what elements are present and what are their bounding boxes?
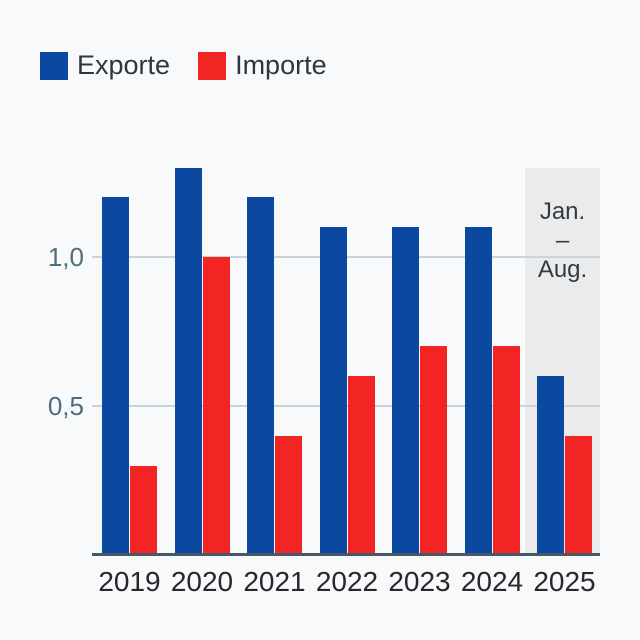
bar-exporte-2020 [174, 168, 202, 555]
chart-legend: Exporte Importe [40, 50, 327, 81]
bar-exporte-2023 [392, 227, 419, 555]
bar-exporte-2019 [102, 197, 129, 555]
period-annotation-line: Jan. [539, 198, 586, 225]
legend-item-importe: Importe [198, 50, 327, 81]
legend-item-exporte: Exporte [40, 50, 170, 81]
x-axis-label-2019: 2019 [98, 566, 161, 597]
bar-exporte-2022 [319, 227, 347, 555]
bar-importe-2025 [565, 436, 592, 555]
legend-label-importe: Importe [235, 50, 327, 80]
bar-importe-2023 [420, 346, 447, 555]
bar-importe-2020 [202, 257, 230, 555]
bar-exporte-2024 [464, 227, 492, 555]
y-axis-label-1,0: 1,0 [47, 242, 84, 272]
bar-importe-2021 [275, 436, 302, 555]
legend-label-exporte: Exporte [77, 50, 171, 80]
bar-importe-2022 [347, 376, 375, 555]
x-axis-label-2022: 2022 [315, 566, 379, 597]
y-axis-label-0,5: 0,5 [47, 391, 84, 421]
period-annotation-line: Aug. [537, 256, 588, 283]
legend-swatch-importe-icon [198, 51, 227, 80]
x-axis-line [92, 553, 600, 556]
legend-swatch-exporte-icon [40, 51, 68, 80]
x-axis-label-2024: 2024 [460, 566, 524, 597]
bar-exporte-2021 [247, 197, 274, 555]
x-axis-label-2021: 2021 [243, 566, 306, 597]
bar-importe-2024 [492, 346, 520, 555]
x-axis-label-2020: 2020 [170, 566, 234, 597]
bar-exporte-2025 [537, 376, 564, 555]
period-annotation-line: – [555, 227, 570, 254]
bar-importe-2019 [130, 466, 157, 555]
x-axis-label-2025: 2025 [533, 566, 596, 597]
x-axis-label-2023: 2023 [388, 566, 451, 597]
period-annotation: Jan. – Aug. [525, 197, 600, 284]
